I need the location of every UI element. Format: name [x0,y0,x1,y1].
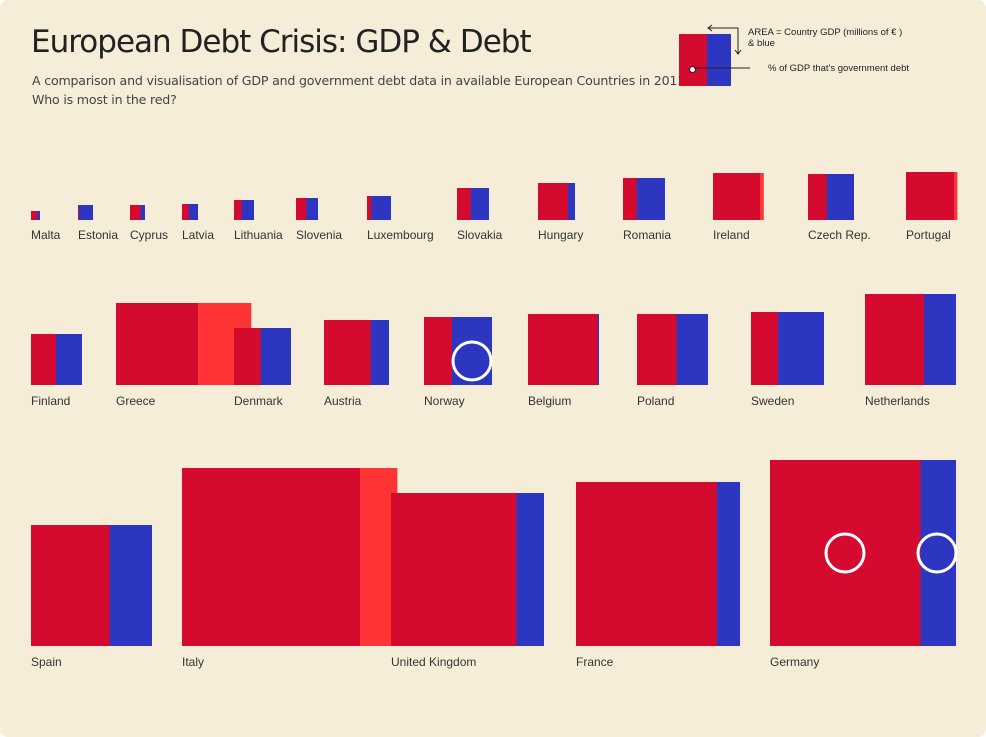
country-italy: Italy [182,468,398,669]
label-italy: Italy [182,655,204,669]
label-sweden: Sweden [751,394,794,408]
label-denmark: Denmark [234,394,284,408]
label-czech-rep: Czech Rep. [808,228,871,242]
label-malta: Malta [31,228,61,242]
label-romania: Romania [623,228,671,242]
highlight-circle-germany-debt[interactable] [824,532,866,574]
label-netherlands: Netherlands [865,394,930,408]
legend-area-label: AREA = Country GDP (millions of € ) [748,27,903,38]
label-norway: Norway [424,394,465,408]
debt-rect-estonia [78,205,79,220]
highlight-circle-germany-gdp[interactable] [916,532,958,574]
country-spain: Spain [31,525,152,669]
country-estonia: Estonia [78,205,118,242]
highlight-circle-norway[interactable] [451,340,493,382]
country-luxembourg: Luxembourg [367,196,434,242]
country-united-kingdom: United Kingdom [391,493,544,669]
legend-pct-label: % of GDP that's government debt [768,63,910,74]
debt-rect-denmark [234,328,261,385]
country-norway: Norway [424,317,492,408]
debt-rect-latvia [182,204,189,220]
country-latvia: Latvia [182,204,214,242]
label-greece: Greece [116,394,156,408]
debt-rect-france [576,482,718,646]
label-cyprus: Cyprus [130,228,168,242]
debt-rect-ireland [713,173,760,220]
legend-debt-swatch [679,34,707,86]
debt-rect-spain [31,525,110,646]
debt-rect-slovenia [296,198,307,220]
label-france: France [576,655,614,669]
debt-rect-germany [770,460,921,646]
country-cyprus: Cyprus [130,205,168,242]
label-slovakia: Slovakia [457,228,503,242]
country-hungary: Hungary [538,183,583,242]
country-portugal: Portugal [906,172,958,242]
country-greece: Greece [116,303,252,408]
subtitle-line-2: Who is most in the red? [32,92,177,107]
country-belgium: Belgium [528,314,599,408]
label-latvia: Latvia [182,228,214,242]
country-sweden: Sweden [751,312,824,408]
country-austria: Austria [324,320,389,408]
country-france: France [576,482,740,669]
legend-gdp-swatch [707,34,731,86]
debt-rect-romania [623,178,637,220]
country-malta: Malta [31,211,61,242]
legend-dot-marker [689,66,696,73]
legend-area-label-2: & blue [748,38,775,49]
debt-rect-cyprus [130,205,141,220]
label-portugal: Portugal [906,228,951,242]
label-slovenia: Slovenia [296,228,342,242]
label-poland: Poland [637,394,674,408]
label-finland: Finland [31,394,70,408]
country-slovenia: Slovenia [296,198,342,242]
country-ireland: Ireland [713,173,764,242]
debt-rect-slovakia [457,188,471,220]
subtitle-line-1: A comparison and visualisation of GDP an… [32,73,689,88]
debt-rect-czech-rep [808,174,827,220]
label-spain: Spain [31,655,62,669]
debt-rect-malta [31,211,38,220]
legend-swatch [679,34,731,86]
country-romania: Romania [623,178,671,242]
debt-rect-belgium [528,314,598,385]
country-germany: Germany [770,460,956,669]
debt-rect-netherlands [865,294,925,385]
debt-rect-greece [116,303,198,385]
country-slovakia: Slovakia [457,188,503,242]
gdp-rect-estonia [78,205,93,220]
country-denmark: Denmark [234,328,291,408]
debt-rect-norway [424,317,452,385]
label-estonia: Estonia [78,228,118,242]
label-austria: Austria [324,394,362,408]
label-hungary: Hungary [538,228,583,242]
label-germany: Germany [770,655,819,669]
debt-rect-sweden [751,312,779,385]
debt-rect-poland [637,314,677,385]
label-ireland: Ireland [713,228,750,242]
country-netherlands: Netherlands [865,294,956,408]
debt-rect-portugal [906,172,954,220]
debt-rect-luxembourg [367,196,372,220]
country-poland: Poland [637,314,708,408]
debt-rect-lithuania [234,200,242,220]
debt-rect-hungary [538,183,568,220]
label-lithuania: Lithuania [234,228,283,242]
country-czech-rep: Czech Rep. [808,174,871,242]
debt-rect-austria [324,320,371,385]
debt-rect-italy [182,468,360,646]
label-united-kingdom: United Kingdom [391,655,476,669]
debt-rect-united-kingdom [391,493,517,646]
country-lithuania: Lithuania [234,200,283,242]
country-finland: Finland [31,334,82,408]
label-belgium: Belgium [528,394,571,408]
label-luxembourg: Luxembourg [367,228,434,242]
debt-rect-finland [31,334,56,385]
legend-leader-lines [694,24,750,69]
page-title: European Debt Crisis: GDP & Debt [31,24,532,60]
